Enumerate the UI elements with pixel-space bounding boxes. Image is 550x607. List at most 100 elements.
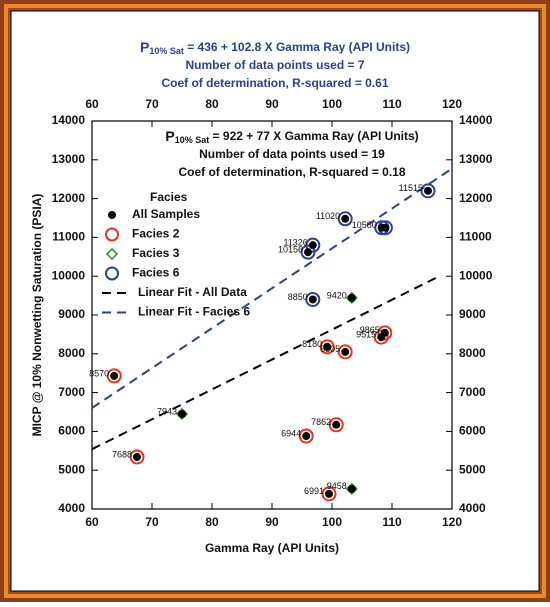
y-tick-label: 13000 <box>52 152 86 166</box>
point-label: 9865 <box>360 325 380 335</box>
x-tick-label: 80 <box>205 515 219 529</box>
legend-item: Facies 2 <box>105 227 180 242</box>
x-tick-label-top: 70 <box>145 97 159 111</box>
y-tick-label: 4000 <box>58 501 85 515</box>
point <box>377 333 386 342</box>
point-label: 8180 <box>302 339 322 349</box>
equation-line: Coef of determination, R-squared = 0.18 <box>178 165 405 179</box>
point <box>308 295 317 304</box>
x-tick-label: 90 <box>265 515 279 529</box>
point-label: 7862 <box>311 417 331 427</box>
equation: P10% Sat = 436 + 102.8 X Gamma Ray (API … <box>140 39 410 57</box>
y-tick-label: 14000 <box>52 113 86 127</box>
equation-text: = 436 + 102.8 X Gamma Ray (API Units) <box>184 40 410 54</box>
point-ring <box>337 344 353 360</box>
point-ring <box>300 244 316 260</box>
point-label: 8850 <box>288 292 308 302</box>
point <box>347 484 356 493</box>
point-label: 7943 <box>157 406 177 416</box>
legend-label: Facies 3 <box>132 246 180 260</box>
equation: P10% Sat = 922 + 77 X Gamma Ray (API Uni… <box>165 128 418 146</box>
equation-prefix: P <box>165 128 174 144</box>
point-label: 8570 <box>89 368 109 378</box>
legend-label: Facies 6 <box>132 266 180 280</box>
panel <box>10 10 540 592</box>
point-label: 11020 <box>316 211 340 221</box>
legend-label: Facies 2 <box>132 227 180 241</box>
equation-subscript: 10% Sat <box>175 135 210 145</box>
point-label: 6944 <box>281 428 301 438</box>
point-label: 9515 <box>356 329 376 339</box>
point <box>302 432 311 441</box>
point-ring <box>328 417 344 433</box>
point <box>332 420 341 429</box>
point-ring <box>298 428 314 444</box>
legend-swatch <box>105 227 119 242</box>
point <box>323 342 332 351</box>
point-label: 6991 <box>304 486 324 496</box>
y-tick-label-right: 4000 <box>459 501 486 515</box>
point-label: 10156 <box>278 245 303 255</box>
point <box>110 371 119 380</box>
legend-label: All Samples <box>132 207 200 221</box>
y-tick-label-right: 11000 <box>459 230 492 244</box>
point-ring <box>373 329 389 345</box>
point <box>178 409 186 418</box>
point-label: 11515 <box>399 183 423 193</box>
y-tick-label-right: 8000 <box>459 346 486 360</box>
y-tick-label: 5000 <box>58 462 85 476</box>
point <box>341 347 350 356</box>
y-tick-label: 10000 <box>52 268 86 282</box>
y-tick-label: 8000 <box>58 346 85 360</box>
point <box>304 248 312 257</box>
point-ring <box>305 291 321 307</box>
fit-line <box>91 167 453 409</box>
equation-text: = 922 + 77 X Gamma Ray (API Units) <box>209 129 418 143</box>
x-axis-title: Gamma Ray (API Units) <box>205 541 339 555</box>
y-tick-label: 11000 <box>52 230 85 244</box>
point-ring <box>337 211 353 227</box>
y-tick-label-right: 10000 <box>459 268 493 282</box>
y-tick-label-right: 5000 <box>459 462 486 476</box>
fit-line <box>91 274 441 451</box>
point-ring <box>129 449 145 465</box>
y-axis-title: MICP @ 10% Nonwetting Saturation (PSIA) <box>30 194 44 437</box>
y-tick-label: 12000 <box>52 191 86 205</box>
point <box>341 214 350 223</box>
point-label: 7688 <box>112 449 132 459</box>
equation-line: Number of data points used = 7 <box>185 58 364 72</box>
legend-swatch <box>108 211 116 219</box>
point-label: 8505 <box>320 344 340 354</box>
point-ring <box>321 486 337 502</box>
equation-line: Coef of determination, R-squared = 0.61 <box>161 76 388 90</box>
legend-title: Facies <box>150 190 188 204</box>
legend-swatch <box>105 266 119 281</box>
point <box>325 489 333 498</box>
y-tick-label: 7000 <box>58 385 85 399</box>
point-label: 11326 <box>283 238 307 248</box>
point-label: 9420 <box>327 290 347 300</box>
x-tick-label: 110 <box>382 515 402 529</box>
point-label: 10580 <box>352 220 377 230</box>
point-ring <box>377 325 393 341</box>
x-tick-label-top: 80 <box>205 97 219 111</box>
point-ring <box>319 339 335 355</box>
point-label: 9458 <box>327 481 347 491</box>
point <box>347 293 356 302</box>
point-ring <box>106 368 122 384</box>
x-tick-label-top: 120 <box>442 97 462 111</box>
point <box>133 453 141 462</box>
point <box>381 223 390 232</box>
legend-label: Linear Fit - Facies 6 <box>138 305 250 319</box>
y-tick-label-right: 6000 <box>459 424 486 438</box>
legend-item: Linear Fit - All Data <box>102 285 247 299</box>
equation-line: Number of data points used = 19 <box>199 147 385 161</box>
point <box>308 241 317 250</box>
y-tick-label-right: 14000 <box>459 113 493 127</box>
x-tick-label-top: 90 <box>265 97 279 111</box>
legend-swatch <box>105 247 119 261</box>
point <box>424 186 432 195</box>
x-tick-label-top: 60 <box>85 97 99 111</box>
